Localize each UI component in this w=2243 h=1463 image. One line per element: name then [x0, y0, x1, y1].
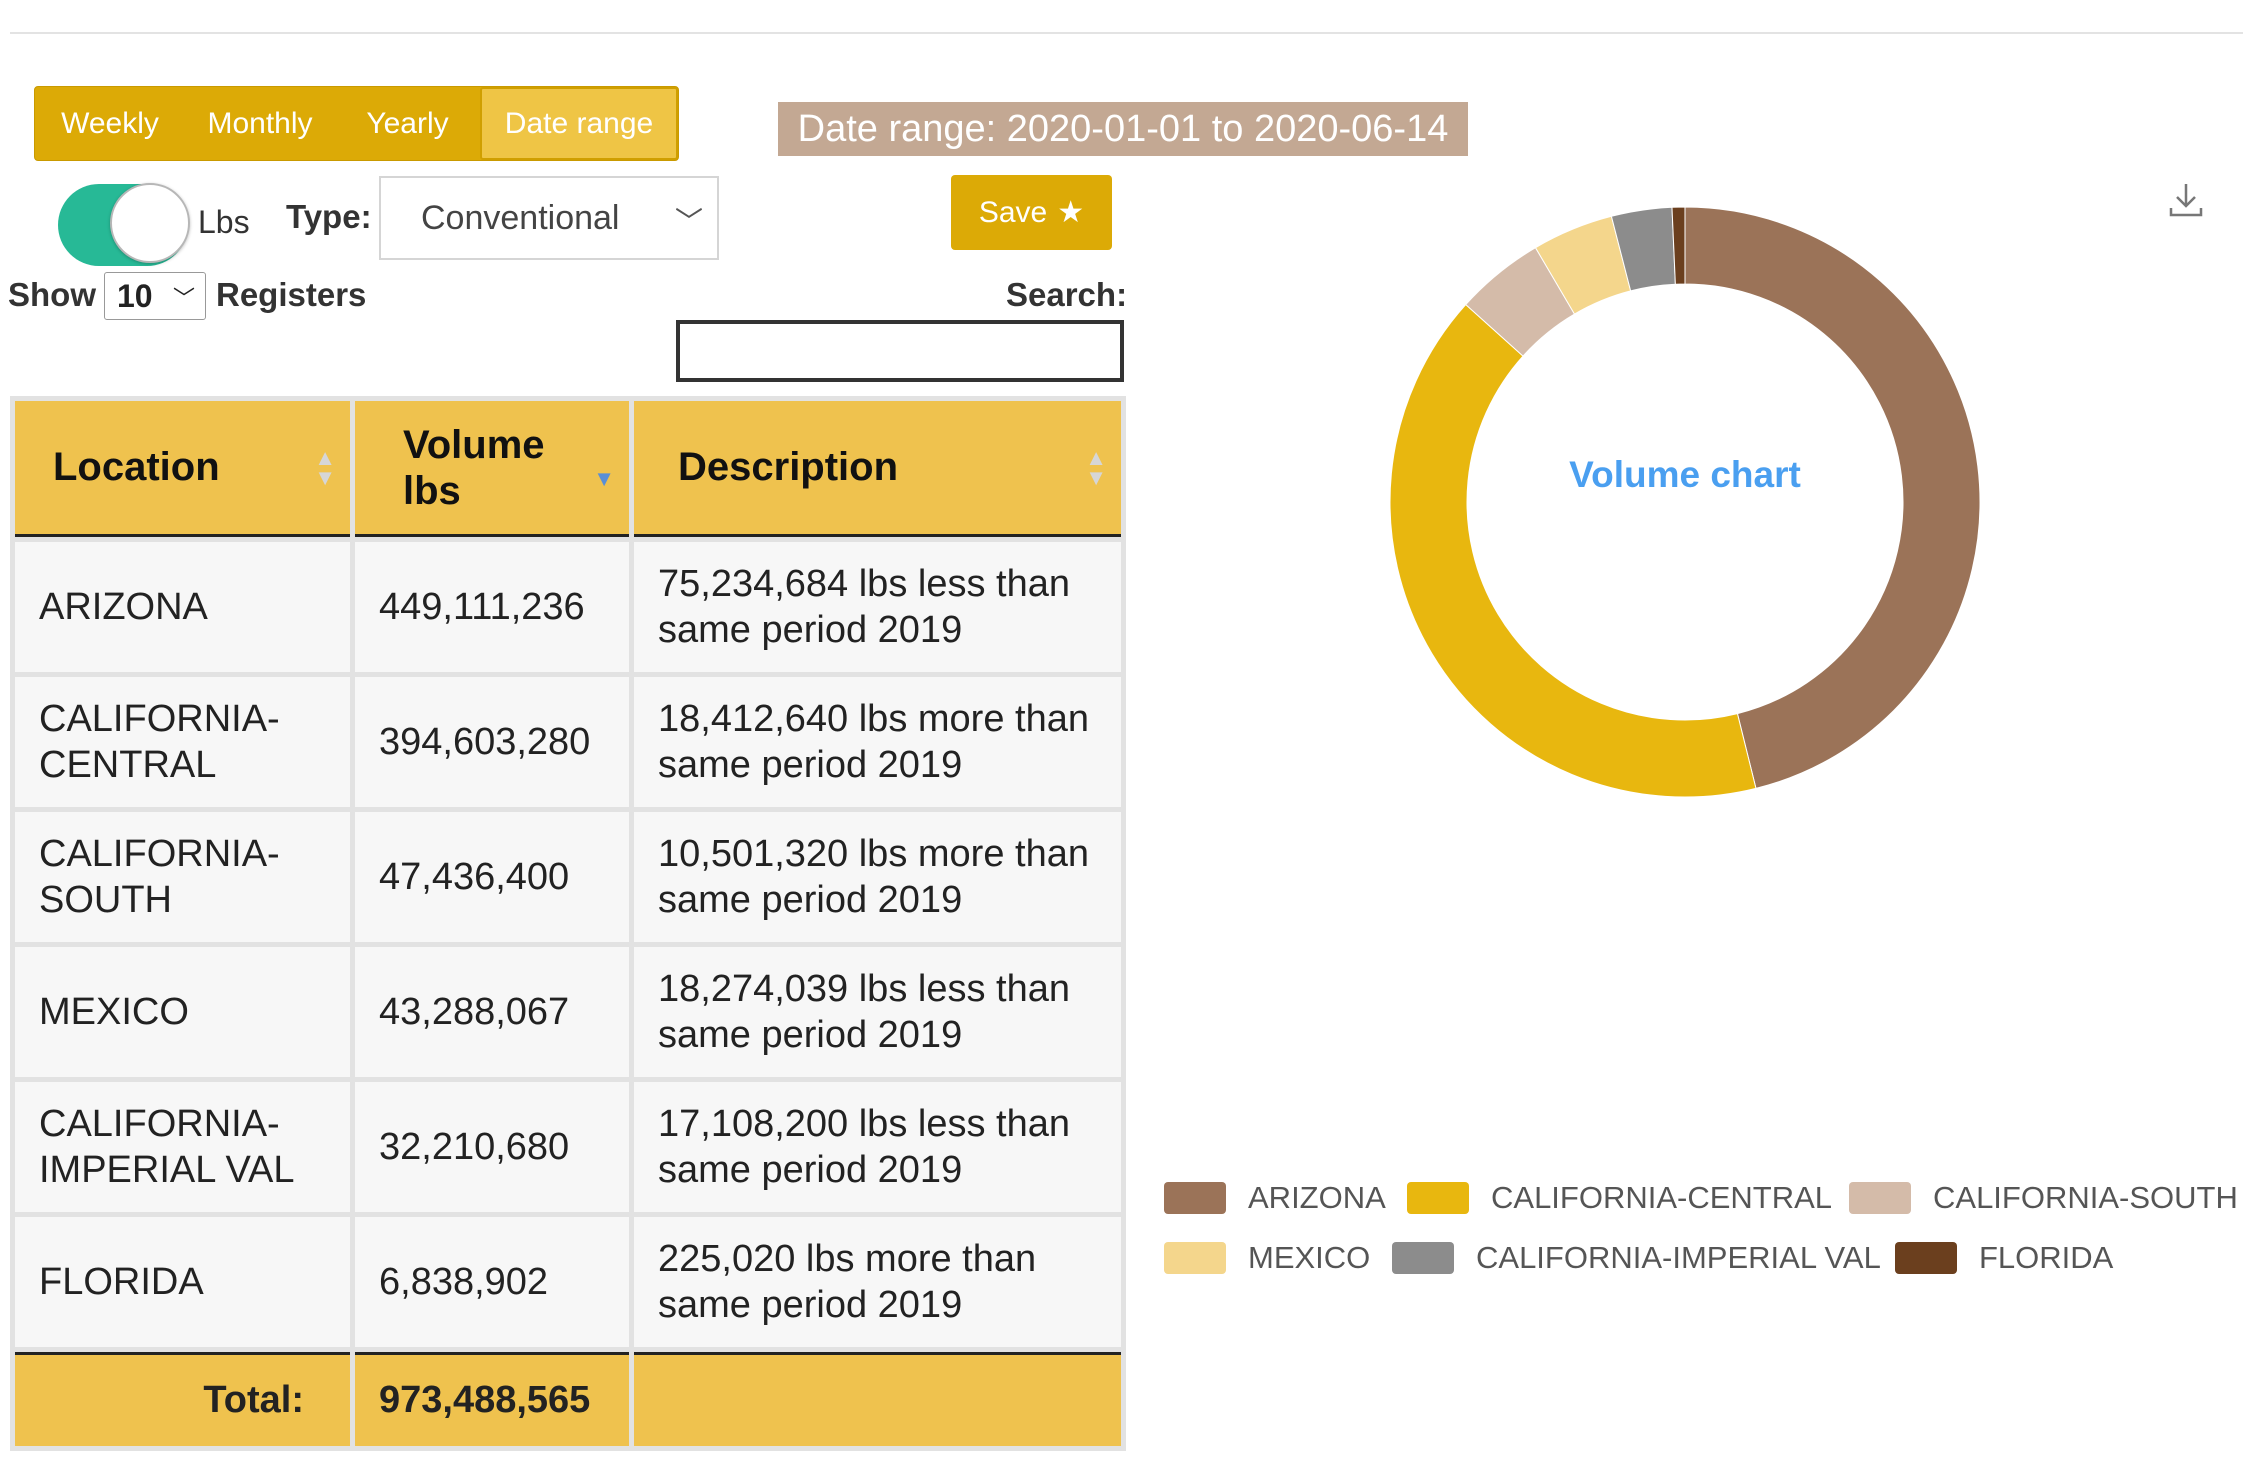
registers-label: Registers: [216, 276, 367, 313]
chart-title: Volume chart: [1569, 454, 1801, 495]
table-row: FLORIDA 6,838,902 225,020 lbs more than …: [15, 1217, 1121, 1347]
tab-weekly[interactable]: Weekly: [61, 106, 159, 140]
donut-slice-florida[interactable]: [1671, 206, 1686, 285]
cell-location: ARIZONA: [15, 542, 350, 672]
legend-swatch: [1407, 1182, 1469, 1214]
table-row: CALIFORNIA-IMPERIAL VAL 32,210,680 17,10…: [15, 1082, 1121, 1212]
volume-table: Location ▲ ▼ Volume lbs ▼ Description ▲ ▼ A…: [10, 396, 1126, 1451]
table-row: ARIZONA 449,111,236 75,234,684 lbs less …: [15, 542, 1121, 672]
column-header-location[interactable]: Location ▲ ▼: [15, 401, 350, 537]
total-empty-cell: [634, 1352, 1121, 1446]
toggle-knob: [110, 183, 190, 263]
unit-toggle[interactable]: [58, 183, 190, 266]
tab-yearly[interactable]: Yearly: [366, 106, 449, 140]
cell-location: CALIFORNIA-SOUTH: [15, 812, 350, 942]
chevron-down-icon: ﹀: [674, 206, 703, 237]
download-icon[interactable]: [2166, 180, 2206, 220]
cell-volume: 32,210,680: [355, 1082, 629, 1212]
legend-swatch: [1392, 1242, 1454, 1274]
legend-swatch: [1849, 1182, 1911, 1214]
type-select-value: Conventional: [421, 198, 620, 237]
cell-location: CALIFORNIA-CENTRAL: [15, 677, 350, 807]
tab-date-range[interactable]: Date range: [480, 87, 678, 160]
cell-location: FLORIDA: [15, 1217, 350, 1347]
cell-volume: 47,436,400: [355, 812, 629, 942]
table-row: CALIFORNIA-SOUTH 47,436,400 10,501,320 l…: [15, 812, 1121, 942]
legend-item[interactable]: CALIFORNIA-CENTRAL: [1407, 1180, 1832, 1216]
save-button[interactable]: Save ★: [951, 175, 1112, 250]
legend-label: CALIFORNIA-CENTRAL: [1491, 1180, 1833, 1215]
tab-monthly[interactable]: Monthly: [207, 106, 313, 140]
legend-item[interactable]: FLORIDA: [1895, 1240, 2113, 1276]
cell-volume: 449,111,236: [355, 542, 629, 672]
table-row: CALIFORNIA-CENTRAL 394,603,280 18,412,64…: [15, 677, 1121, 807]
search-input[interactable]: [676, 320, 1124, 382]
donut-slice-arizona[interactable]: [1684, 206, 1981, 789]
unit-label: Lbs: [198, 204, 250, 240]
legend-label: MEXICO: [1248, 1240, 1371, 1275]
cell-volume: 43,288,067: [355, 947, 629, 1077]
page-size-select[interactable]: 10 ﹀: [104, 272, 206, 320]
show-label: Show: [8, 276, 96, 313]
cell-location: CALIFORNIA-IMPERIAL VAL: [15, 1082, 350, 1212]
star-icon: ★: [1057, 196, 1085, 229]
legend-item[interactable]: MEXICO: [1164, 1240, 1370, 1276]
cell-description: 17,108,200 lbs less than same period 201…: [634, 1082, 1121, 1212]
legend-label: FLORIDA: [1979, 1240, 2114, 1275]
total-row: Total: 973,488,565: [15, 1352, 1121, 1446]
sort-desc-icon: ▼: [593, 466, 615, 491]
legend-swatch: [1164, 1242, 1226, 1274]
legend-swatch: [1164, 1182, 1226, 1214]
cell-location: MEXICO: [15, 947, 350, 1077]
save-button-label: Save: [978, 195, 1048, 229]
chevron-down-icon: ﹀: [172, 286, 195, 311]
column-header-volume[interactable]: Volume lbs ▼: [355, 401, 629, 537]
period-tabs: Weekly Monthly Yearly Date range: [34, 86, 679, 161]
date-range-label: Date range: 2020-01-01 to 2020-06-14: [778, 102, 1468, 156]
cell-description: 225,020 lbs more than same period 2019: [634, 1217, 1121, 1347]
legend-item[interactable]: ARIZONA: [1164, 1180, 1386, 1216]
type-label: Type:: [286, 198, 372, 235]
cell-volume: 394,603,280: [355, 677, 629, 807]
cell-description: 18,274,039 lbs less than same period 201…: [634, 947, 1121, 1077]
legend-label: CALIFORNIA-IMPERIAL VAL: [1476, 1240, 1881, 1275]
sort-icon: ▲ ▼: [314, 444, 336, 490]
cell-description: 75,234,684 lbs less than same period 201…: [634, 542, 1121, 672]
page-size-value: 10: [117, 277, 153, 314]
legend-swatch: [1895, 1242, 1957, 1274]
cell-description: 10,501,320 lbs more than same period 201…: [634, 812, 1121, 942]
volume-donut-chart: [1389, 206, 1981, 798]
top-divider: [10, 32, 2243, 34]
legend-item[interactable]: CALIFORNIA-SOUTH: [1849, 1180, 2238, 1216]
cell-description: 18,412,640 lbs more than same period 201…: [634, 677, 1121, 807]
legend-label: CALIFORNIA-SOUTH: [1933, 1180, 2238, 1215]
table-row: MEXICO 43,288,067 18,274,039 lbs less th…: [15, 947, 1121, 1077]
legend-label: ARIZONA: [1248, 1180, 1386, 1215]
total-value: 973,488,565: [355, 1352, 629, 1446]
donut-slice-california-central[interactable]: [1389, 303, 1757, 798]
cell-volume: 6,838,902: [355, 1217, 629, 1347]
legend-item[interactable]: CALIFORNIA-IMPERIAL VAL: [1392, 1240, 1881, 1276]
search-label: Search:: [1006, 276, 1128, 313]
total-label: Total:: [15, 1352, 350, 1446]
column-header-description[interactable]: Description ▲ ▼: [634, 401, 1121, 537]
type-select[interactable]: Conventional ﹀: [379, 176, 719, 260]
sort-icon: ▲ ▼: [1085, 444, 1107, 490]
